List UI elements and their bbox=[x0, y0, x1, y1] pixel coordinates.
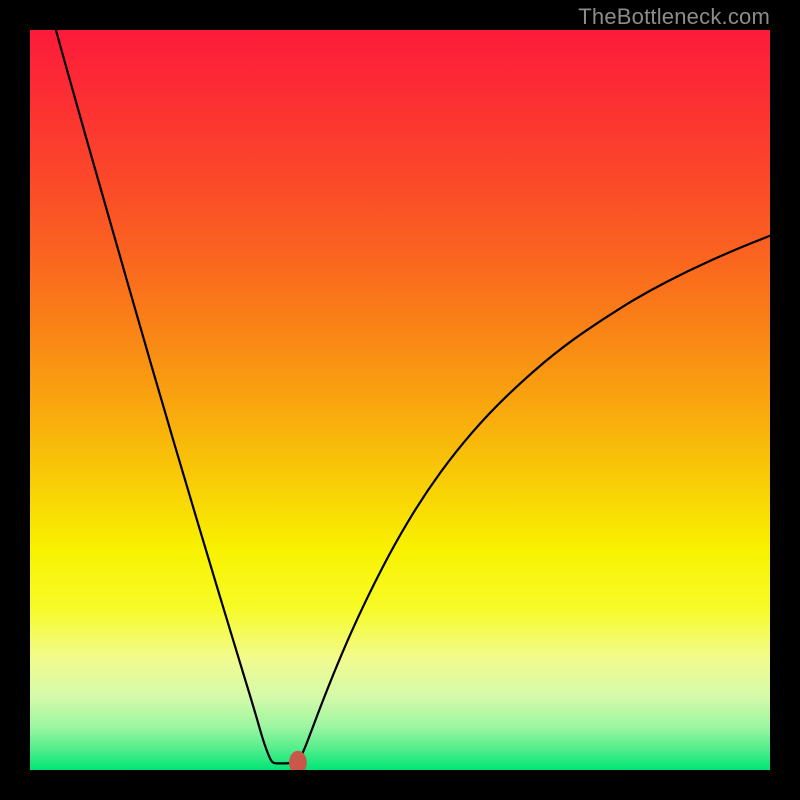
gradient-background bbox=[30, 30, 770, 770]
watermark-text: TheBottleneck.com bbox=[578, 4, 770, 30]
chart-frame: TheBottleneck.com bbox=[0, 0, 800, 800]
plot-area bbox=[30, 30, 770, 770]
bottleneck-curve-chart bbox=[30, 30, 770, 770]
